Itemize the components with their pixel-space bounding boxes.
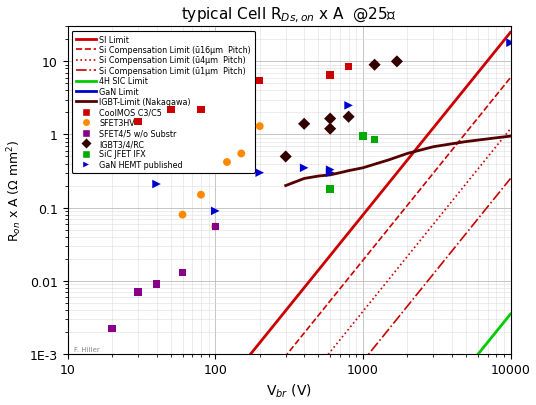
Point [326,72,334,79]
Point [222,159,231,166]
Point [300,165,308,172]
X-axis label: V$_{br}$ (V): V$_{br}$ (V) [266,382,312,399]
Point [152,181,161,188]
Point [178,269,187,276]
Legend: SI Limit, Si Compensation Limit (ū16μm  Pitch), Si Compensation Limit (ū4μm  Pit: SI Limit, Si Compensation Limit (ū16μm P… [72,32,255,174]
Point [326,186,334,193]
Point [506,40,515,47]
Point [256,78,264,84]
Y-axis label: R$_{on}$ x A (Ω mm$^2$): R$_{on}$ x A (Ω mm$^2$) [5,139,24,242]
Point [256,124,264,130]
Point [300,121,308,128]
Point [152,281,161,288]
Point [326,116,334,123]
Point [167,107,175,113]
Point [370,137,379,143]
Point [178,212,187,218]
Text: F. Hiller: F. Hiller [74,346,100,352]
Point [211,224,220,230]
Point [211,224,220,230]
Point [197,107,205,113]
Point [281,154,290,160]
Point [108,326,116,332]
Point [326,170,334,177]
Point [326,167,334,173]
Point [211,208,220,215]
Point [344,114,353,121]
Point [370,62,379,69]
Point [359,134,367,140]
Point [134,119,143,126]
Point [344,64,353,70]
Point [134,289,143,296]
Point [197,192,205,198]
Point [344,103,353,109]
Point [393,59,401,66]
Point [326,126,334,132]
Title: typical Cell R$_{Ds,on}$ x A  @25度: typical Cell R$_{Ds,on}$ x A @25度 [181,6,397,25]
Point [256,170,264,177]
Point [237,151,245,157]
